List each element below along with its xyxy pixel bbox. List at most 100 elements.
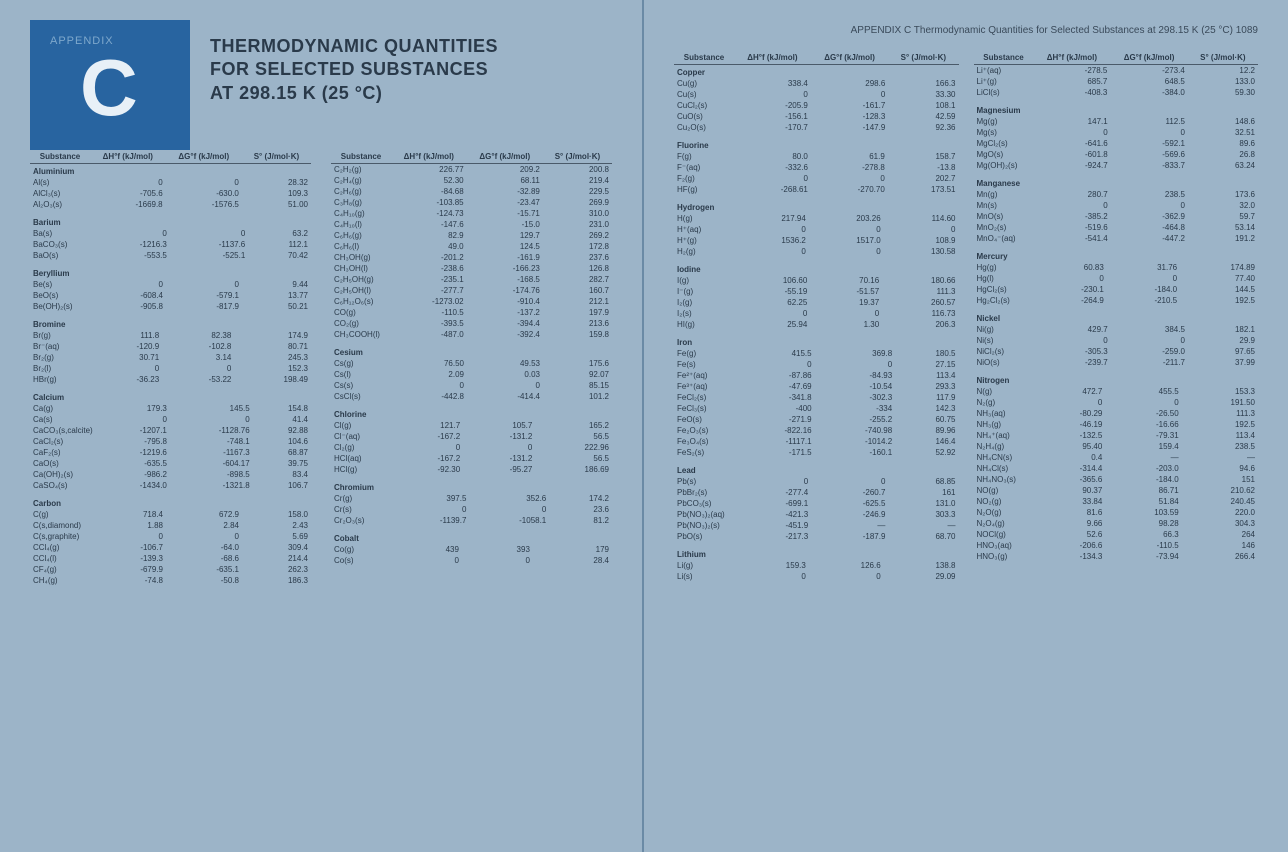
section-header: Mercury <box>974 249 1259 262</box>
table-row: HgCl₂(s)-230.1-184.0144.5 <box>974 284 1259 295</box>
table-row: NH₄CN(s)0.4—— <box>974 452 1259 463</box>
data-table: LithiumLi(g)159.3126.6138.8Li(s)0029.09 <box>674 547 959 582</box>
table-row: Cs(g)76.5049.53175.6 <box>331 358 612 369</box>
table-row: Ba(s)0063.2 <box>30 228 311 239</box>
table-row: CuO(s)-156.1-128.342.59 <box>674 111 959 122</box>
table-row: PbO(s)-217.3-187.968.70 <box>674 531 959 542</box>
data-table: CobaltCo(g)439393179Co(s)0028.4 <box>331 531 612 566</box>
table-row: F⁻(aq)-332.6-278.8-13.8 <box>674 162 959 173</box>
data-table: SubstanceΔH°f (kJ/mol)ΔG°f (kJ/mol)S° (J… <box>674 51 959 133</box>
table-row: Pb(NO₃)₂(aq)-421.3-246.9303.3 <box>674 509 959 520</box>
table-row: Li(g)159.3126.6138.8 <box>674 560 959 571</box>
appendix-badge: APPENDIX C <box>30 20 190 150</box>
table-row: C₄H₁₀(g)-124.73-15.71310.0 <box>331 208 612 219</box>
table-row: BaO(s)-553.5-525.170.42 <box>30 250 311 261</box>
column-header: S° (J/mol·K) <box>1188 51 1258 65</box>
column-header: ΔG°f (kJ/mol) <box>467 150 543 164</box>
table-row: Br⁻(aq)-120.9-102.880.71 <box>30 341 311 352</box>
table-row: N₂O₄(g)9.6698.28304.3 <box>974 518 1259 529</box>
column-header: Substance <box>331 150 391 164</box>
column-header: ΔG°f (kJ/mol) <box>811 51 888 65</box>
table-row: Mg(OH)₂(s)-924.7-833.763.24 <box>974 160 1259 171</box>
table-row: Ni(s)0029.9 <box>974 335 1259 346</box>
table-row: HBr(g)-36.23-53.22198.49 <box>30 374 311 385</box>
table-row: Fe₂O₃(s)-822.16-740.9889.96 <box>674 425 959 436</box>
section-header: Iron <box>674 335 959 348</box>
table-row: H(g)217.94203.26114.60 <box>674 213 959 224</box>
table-row: C₂H₂(g)226.77209.2200.8 <box>331 164 612 176</box>
section-header: Barium <box>30 215 311 228</box>
table-row: F₂(g)00202.7 <box>674 173 959 184</box>
table-row: C₃H₈(g)-103.85-23.47269.9 <box>331 197 612 208</box>
table-row: AlCl₃(s)-705.6-630.0109.3 <box>30 188 311 199</box>
table-row: CuCl₂(s)-205.9-161.7108.1 <box>674 100 959 111</box>
table-row: Br₂(g)30.713.14245.3 <box>30 352 311 363</box>
column-header: S° (J/mol·K) <box>888 51 958 65</box>
table-row: HCl(aq)-167.2-131.256.5 <box>331 453 612 464</box>
table-row: N₂O(g)81.6103.59220.0 <box>974 507 1259 518</box>
left-data-tables: SubstanceΔH°f (kJ/mol)ΔG°f (kJ/mol)S° (J… <box>30 150 612 591</box>
table-row: Co(g)439393179 <box>331 544 612 555</box>
data-table: MercuryHg(g)60.8331.76174.89Hg(l)0077.40… <box>974 249 1259 306</box>
data-table: ManganeseMn(g)280.7238.5173.6Mn(s)0032.0… <box>974 176 1259 244</box>
table-row: NH₄Cl(s)-314.4-203.094.6 <box>974 463 1259 474</box>
data-table: BromineBr(g)111.882.38174.9Br⁻(aq)-120.9… <box>30 317 311 385</box>
table-row: BeO(s)-608.4-579.113.77 <box>30 290 311 301</box>
table-row: Pb(NO₃)₂(s)-451.9—— <box>674 520 959 531</box>
section-header: Chlorine <box>331 407 612 420</box>
table-row: CaSO₄(s)-1434.0-1321.8106.7 <box>30 480 311 491</box>
section-header: Aluminium <box>30 164 311 178</box>
section-header: Calcium <box>30 390 311 403</box>
table-row: CH₃OH(l)-238.6-166.23126.8 <box>331 263 612 274</box>
table-row: Ni(g)429.7384.5182.1 <box>974 324 1259 335</box>
table-row: Hg(g)60.8331.76174.89 <box>974 262 1259 273</box>
table-row: Cr(g)397.5352.6174.2 <box>331 493 612 504</box>
column-header: ΔH°f (kJ/mol) <box>391 150 467 164</box>
data-table: ChlorineCl(g)121.7105.7165.2Cl⁻(aq)-167.… <box>331 407 612 475</box>
table-row: Cs(l)2.090.0392.07 <box>331 369 612 380</box>
table-row: Mn(g)280.7238.5173.6 <box>974 189 1259 200</box>
table-row: Cs(s)0085.15 <box>331 380 612 391</box>
table-row: Ca(s)0041.4 <box>30 414 311 425</box>
column-header: Substance <box>674 51 734 65</box>
right-data-tables: SubstanceΔH°f (kJ/mol)ΔG°f (kJ/mol)S° (J… <box>674 51 1258 587</box>
table-row: I₂(s)00116.73 <box>674 308 959 319</box>
table-row: Al(s)0028.32 <box>30 177 311 188</box>
section-header: Bromine <box>30 317 311 330</box>
column-header: ΔH°f (kJ/mol) <box>1034 51 1111 65</box>
data-table: CalciumCa(g)179.3145.5154.8Ca(s)0041.4Ca… <box>30 390 311 491</box>
table-row: NOCl(g)52.666.3264 <box>974 529 1259 540</box>
table-row: NH₃(aq)-80.29-26.50111.3 <box>974 408 1259 419</box>
table-row: Ca(OH)₂(s)-986.2-898.583.4 <box>30 469 311 480</box>
table-row: CaO(s)-635.5-604.1739.75 <box>30 458 311 469</box>
data-table: IodineI(g)106.6070.16180.66I⁻(g)-55.19-5… <box>674 262 959 330</box>
section-header: Lithium <box>674 547 959 560</box>
table-row: Cl(g)121.7105.7165.2 <box>331 420 612 431</box>
table-row: C₂H₆(g)-84.68-32.89229.5 <box>331 186 612 197</box>
table-row: HNO₃(aq)-206.6-110.5146 <box>974 540 1259 551</box>
column-header: S° (J/mol·K) <box>543 150 612 164</box>
section-header: Cesium <box>331 345 612 358</box>
appendix-letter: C <box>80 52 170 124</box>
table-row: C₂H₅OH(l)-277.7-174.76160.7 <box>331 285 612 296</box>
table-row: BaCO₃(s)-1216.3-1137.6112.1 <box>30 239 311 250</box>
column-header: ΔG°f (kJ/mol) <box>1110 51 1187 65</box>
section-header: Chromium <box>331 480 612 493</box>
table-row: I(g)106.6070.16180.66 <box>674 275 959 286</box>
section-header: Fluorine <box>674 138 959 151</box>
data-table: ChromiumCr(g)397.5352.6174.2Cr(s)0023.6C… <box>331 480 612 526</box>
column-header: ΔH°f (kJ/mol) <box>734 51 811 65</box>
table-row: PbCO₃(s)-699.1-625.5131.0 <box>674 498 959 509</box>
table-row: Fe³⁺(aq)-47.69-10.54293.3 <box>674 381 959 392</box>
data-table: SubstanceΔH°f (kJ/mol)ΔG°f (kJ/mol)S° (J… <box>331 150 612 340</box>
data-table: HydrogenH(g)217.94203.26114.60H⁺(aq)000H… <box>674 200 959 257</box>
table-row: Br₂(l)00152.3 <box>30 363 311 374</box>
table-row: Fe(s)0027.15 <box>674 359 959 370</box>
table-row: NO₂(g)33.8451.84240.45 <box>974 496 1259 507</box>
table-row: N₂H₄(g)95.40159.4238.5 <box>974 441 1259 452</box>
table-row: HCl(g)-92.30-95.27186.69 <box>331 464 612 475</box>
table-row: C(s,graphite)005.69 <box>30 531 311 542</box>
table-row: CaCl₂(s)-795.8-748.1104.6 <box>30 436 311 447</box>
table-row: FeO(s)-271.9-255.260.75 <box>674 414 959 425</box>
table-row: I⁻(g)-55.19-51.57111.3 <box>674 286 959 297</box>
